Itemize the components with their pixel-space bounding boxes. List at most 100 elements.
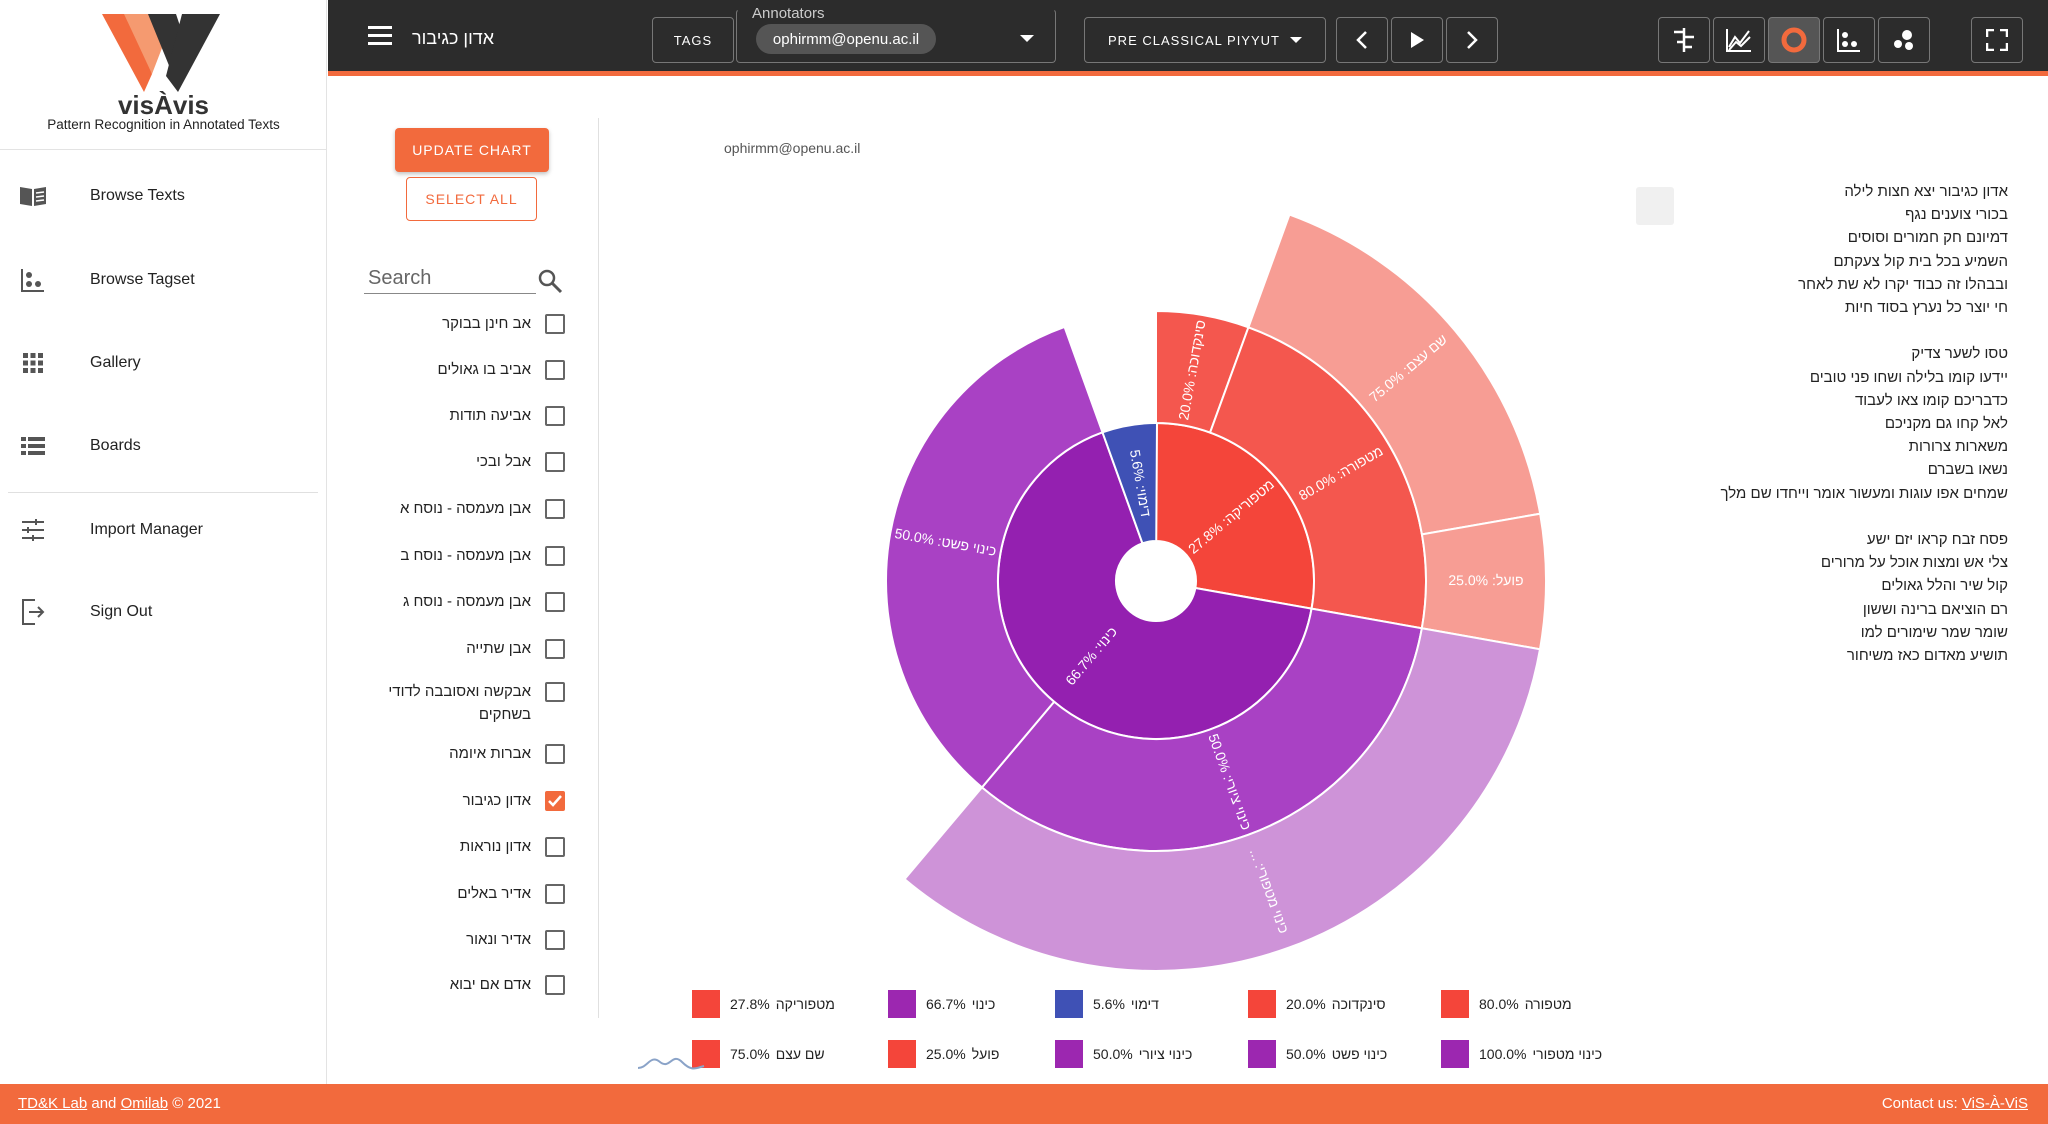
grid-icon xyxy=(18,348,48,378)
td-k-lab-link[interactable]: TD&K Lab xyxy=(18,1095,88,1112)
legend-swatch xyxy=(692,1040,720,1068)
filter-item[interactable]: אברות איומה xyxy=(360,742,565,765)
filter-checkbox[interactable] xyxy=(545,744,565,764)
nav-browse-texts[interactable]: Browse Texts xyxy=(0,166,327,226)
legend-swatch xyxy=(888,990,916,1018)
legend-percent: 80.0% xyxy=(1479,996,1519,1012)
filter-checkbox[interactable] xyxy=(545,452,565,472)
filter-checkbox[interactable] xyxy=(545,592,565,612)
filter-checkbox[interactable] xyxy=(545,975,565,995)
annotators-select[interactable] xyxy=(736,9,1056,63)
search-icon[interactable] xyxy=(537,268,563,294)
filter-checkbox[interactable] xyxy=(545,639,565,659)
legend-swatch xyxy=(888,1040,916,1068)
filter-item[interactable]: אדון נוראות xyxy=(360,835,565,858)
legend-item[interactable]: 5.6% דימוי xyxy=(1055,990,1159,1018)
period-label: PRE CLASSICAL PIYYUT xyxy=(1108,32,1280,48)
poem-line: שומר שמר שימורים למו xyxy=(1860,623,2008,641)
legend-item[interactable]: 25.0% פועל xyxy=(888,1040,999,1068)
filter-item[interactable]: אבן מעמסה - נוסח ג xyxy=(360,590,565,613)
legend-item[interactable]: 27.8% מטפוריקה xyxy=(692,990,835,1018)
scatter-button[interactable] xyxy=(1823,17,1875,63)
filter-item[interactable]: אבן מעמסה - נוסח ב xyxy=(360,544,565,567)
filter-checkbox[interactable] xyxy=(545,546,565,566)
nav-gallery[interactable]: Gallery xyxy=(0,333,327,393)
filter-checkbox[interactable] xyxy=(545,499,565,519)
filter-checkbox[interactable] xyxy=(545,837,565,857)
legend-percent: 5.6% xyxy=(1093,996,1125,1012)
filter-item[interactable]: אדיר ונאור xyxy=(360,928,565,951)
logo[interactable]: visÀvis Pattern Recognition in Annotated… xyxy=(0,0,327,150)
filter-item-label: אב חינן בבוקר xyxy=(442,315,531,332)
chevron-down-icon[interactable] xyxy=(1020,35,1034,42)
line-chart-button[interactable] xyxy=(1713,17,1765,63)
nav-import-manager[interactable]: Import Manager xyxy=(0,500,327,560)
filter-item[interactable]: אב חינן בבוקר xyxy=(360,312,565,335)
prev-button[interactable] xyxy=(1336,17,1388,63)
filter-item-label: אביעה תודות xyxy=(449,407,531,424)
select-all-button[interactable]: SELECT ALL xyxy=(406,177,537,221)
menu-icon[interactable] xyxy=(368,26,392,50)
nav-boards[interactable]: Boards xyxy=(0,416,327,476)
filter-item-label: אדיר ונאור xyxy=(466,931,531,948)
legend-item[interactable]: 50.0% כינוי ציורי xyxy=(1055,1040,1192,1068)
poem-line: כדבריכם קומו צאו לעבוד xyxy=(1854,391,2008,409)
annotator-chip[interactable]: ophirmm@openu.ac.il xyxy=(756,24,936,54)
legend-label: מטפורה xyxy=(1524,996,1572,1012)
poem-line: השמיע בכל בית קול צעקתם xyxy=(1833,252,2008,270)
legend-item[interactable]: 75.0% שם עצם xyxy=(692,1040,825,1068)
omilab-link[interactable]: Omilab xyxy=(120,1095,169,1112)
nav-label: Gallery xyxy=(90,354,141,371)
filter-item[interactable]: אבן מעמסה - נוסח א xyxy=(360,497,565,520)
next-button[interactable] xyxy=(1446,17,1498,63)
search-input[interactable] xyxy=(368,264,528,292)
filter-checkbox[interactable] xyxy=(545,682,565,702)
filter-item[interactable]: אדון כגיבור xyxy=(360,789,565,812)
filter-item-label: אברות איומה xyxy=(449,745,531,762)
sunburst-segment[interactable] xyxy=(885,325,1104,789)
legend-item[interactable]: 100.0% כינוי מטפורי xyxy=(1441,1040,1602,1068)
tree-view-button[interactable] xyxy=(1658,17,1710,63)
brand-tagline: Pattern Recognition in Annotated Texts xyxy=(47,117,280,132)
text-title: אדון כגיבור xyxy=(412,28,495,48)
tags-button[interactable]: TAGS xyxy=(652,17,734,63)
legend-swatch xyxy=(1248,1040,1276,1068)
filter-checkbox[interactable] xyxy=(545,791,565,811)
legend-item[interactable]: 50.0% כינוי פשט xyxy=(1248,1040,1387,1068)
fullscreen-button[interactable] xyxy=(1971,17,2023,63)
filter-item[interactable]: אדיר באלים xyxy=(360,882,565,905)
nav-sign-out[interactable]: Sign Out xyxy=(0,582,327,642)
poem-line: שמחים אפו עוגות ומעשור אומר וייחדו שם מל… xyxy=(1720,484,2008,502)
nav-browse-tagset[interactable]: Browse Tagset xyxy=(0,250,327,310)
contact-link[interactable]: ViS-À-ViS xyxy=(1961,1095,2028,1112)
nav-label: Browse Texts xyxy=(90,187,185,204)
filter-checkbox[interactable] xyxy=(545,930,565,950)
filter-item[interactable]: אדם אם יבוא xyxy=(360,973,565,996)
filter-item[interactable]: אביעה תודות xyxy=(360,404,565,427)
sunburst-chart[interactable]: מטפוריקה: 27.8%כינוי: 66.7%דימוי: 5.6%סי… xyxy=(870,200,1570,990)
period-dropdown[interactable]: PRE CLASSICAL PIYYUT xyxy=(1084,17,1326,63)
legend-item[interactable]: 20.0% סינקדוכה xyxy=(1248,990,1386,1018)
chart-options-button[interactable] xyxy=(1636,187,1674,225)
play-button[interactable] xyxy=(1391,17,1443,63)
bubble-button[interactable] xyxy=(1878,17,1930,63)
sunburst-segment[interactable] xyxy=(903,627,1542,972)
check-icon xyxy=(548,795,562,807)
legend-item[interactable]: 80.0% מטפורה xyxy=(1441,990,1572,1018)
filter-checkbox[interactable] xyxy=(545,314,565,334)
filter-checkbox[interactable] xyxy=(545,406,565,426)
filter-item[interactable]: אבל ובכי xyxy=(360,450,565,473)
sunburst-button[interactable] xyxy=(1768,17,1820,63)
chevron-right-icon xyxy=(1467,31,1478,49)
update-chart-button[interactable]: UPDATE CHART xyxy=(395,128,549,172)
list-icon xyxy=(18,431,48,461)
contact-prefix: Contact us: xyxy=(1881,1095,1962,1112)
nav-label: Browse Tagset xyxy=(90,271,195,288)
filter-item[interactable]: אבקשה ואסובבה לדודי בשחקים xyxy=(360,680,565,726)
filter-checkbox[interactable] xyxy=(545,884,565,904)
legend-percent: 66.7% xyxy=(926,996,966,1012)
filter-checkbox[interactable] xyxy=(545,360,565,380)
legend-item[interactable]: 66.7% כינוי xyxy=(888,990,995,1018)
filter-item[interactable]: אבן שתייה xyxy=(360,637,565,660)
filter-item[interactable]: אביב בו גאולים xyxy=(360,358,565,381)
